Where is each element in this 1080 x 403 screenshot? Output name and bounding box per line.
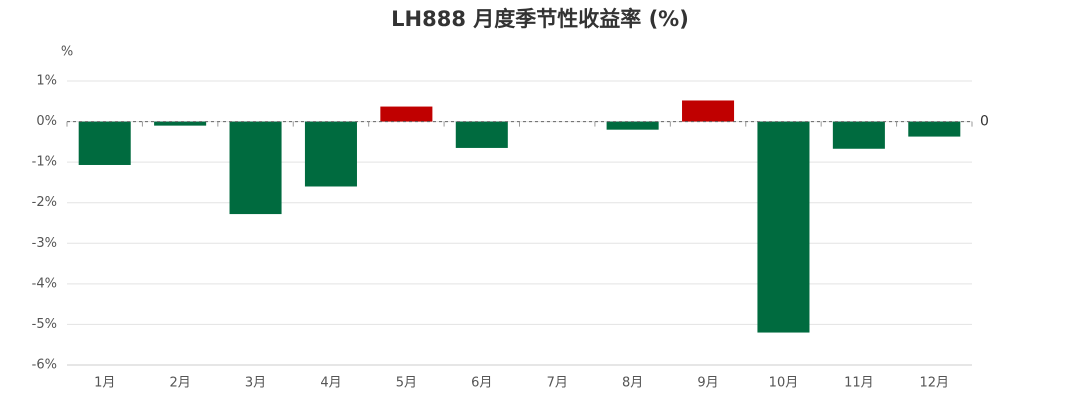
x-tick-label: 3月 [245, 376, 266, 391]
y-tick-label: 0% [36, 114, 57, 129]
bar [380, 106, 433, 122]
y-tick-label: -3% [32, 236, 57, 251]
x-tick-label: 9月 [697, 376, 718, 391]
x-tick-label: 4月 [320, 376, 341, 391]
bar [304, 121, 357, 187]
y-tick-label: -6% [32, 358, 57, 373]
x-tick-label: 7月 [547, 376, 568, 391]
x-tick-label: 8月 [622, 376, 643, 391]
x-tick-label: 2月 [169, 376, 190, 391]
y-axis-label: % [61, 45, 73, 60]
bar [757, 121, 810, 333]
y-tick-label: 1% [36, 74, 57, 89]
bar [682, 100, 735, 122]
y-tick-label: -4% [32, 276, 57, 291]
x-tick-label: 10月 [769, 376, 799, 391]
y-tick-label: -2% [32, 195, 57, 210]
bar [154, 121, 207, 126]
bar [229, 121, 282, 215]
x-tick-label: 6月 [471, 376, 492, 391]
chart-title: LH888 月度季节性收益率 (%) [391, 7, 689, 31]
reference-line-label: 0 [980, 114, 989, 130]
y-tick-label: -5% [32, 317, 57, 332]
bar [832, 121, 885, 149]
y-tick-label: -1% [32, 155, 57, 170]
x-tick-label: 11月 [844, 376, 874, 391]
bar [78, 121, 131, 165]
x-tick-label: 12月 [920, 376, 950, 391]
bar [606, 121, 659, 130]
x-tick-label: 5月 [396, 376, 417, 391]
bar [908, 121, 961, 137]
bar [455, 121, 508, 148]
x-tick-label: 1月 [94, 376, 115, 391]
